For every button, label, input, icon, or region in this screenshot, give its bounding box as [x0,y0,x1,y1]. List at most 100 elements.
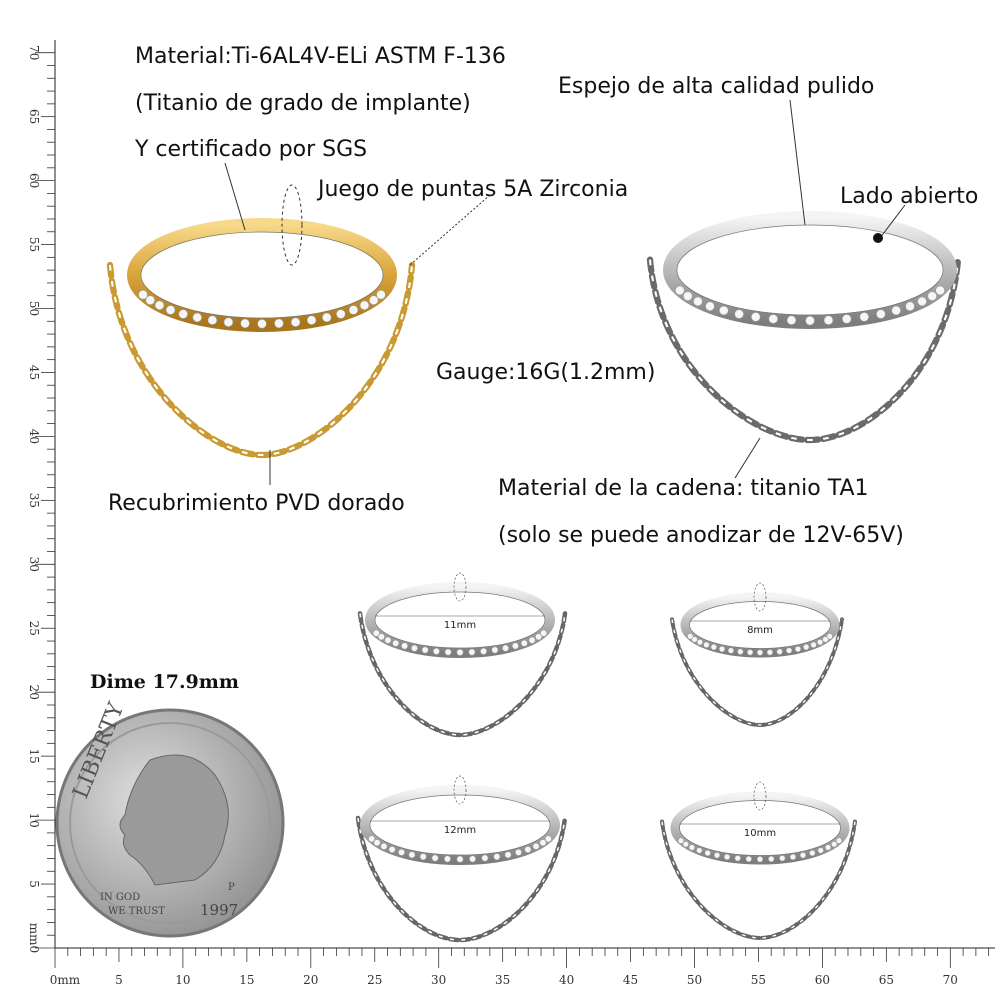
stone [785,647,793,654]
stone [480,647,488,655]
ruler-label: 65 [27,109,41,124]
stone [693,296,703,307]
stone [727,647,735,654]
ruler-label: 30 [431,973,446,987]
stone [826,633,833,640]
ruler-label: 40 [27,429,41,444]
label-coating: Recubrimiento PVD dorado [108,491,405,516]
ring-edge [689,601,831,649]
ruler-label: 45 [27,365,41,380]
ruler-label: mm0 [27,923,41,953]
ruler-label: 0mm [50,973,81,987]
stone [408,851,416,859]
ruler-label: 5 [27,880,41,888]
stone [687,633,694,640]
stone [456,648,464,656]
stone [368,295,379,306]
stone [410,644,418,652]
ruler-label: 70 [943,973,958,987]
stone [432,647,440,655]
stone [776,648,783,655]
stone [713,852,721,859]
chain-holes [648,259,960,442]
ruler-label: 70 [27,45,41,60]
stone [524,846,532,854]
stone [745,855,752,863]
stone [809,849,816,857]
stone [368,835,376,843]
stone [207,315,218,325]
stone [336,309,346,319]
stone [469,855,477,863]
ruler-label: 45 [623,973,638,987]
ruler-label: 25 [367,973,382,987]
ruler-label: 60 [815,973,830,987]
stone [905,301,915,312]
chain-holes [108,264,414,457]
ring-edge [369,794,551,856]
stone [734,855,741,862]
stone [145,295,156,306]
stone [675,285,685,296]
chain [646,256,962,444]
stone [810,641,817,649]
stone [750,312,761,322]
size-label: 12mm [444,825,476,836]
stone [398,848,406,856]
stone [419,853,427,861]
stone [511,642,519,650]
label-anodize: (solo se puede anodizar de 12V-65V) [498,523,904,548]
stone [481,854,489,862]
stone [718,645,726,653]
stone [719,305,729,316]
stone [380,842,388,850]
ruler-label: 50 [687,973,702,987]
label-certified: Y certificado por SGS [134,137,367,162]
stone [431,854,439,862]
ring [646,211,962,444]
coin-trust: WE TRUST [108,906,165,917]
stone [696,847,703,854]
chain [355,815,568,943]
stone [737,648,744,655]
stone [682,840,689,848]
ring-edge [676,224,944,316]
stone [768,855,775,863]
coin-god: IN GOD [100,892,140,903]
stone [306,315,317,325]
stone [794,645,802,653]
stone [927,291,937,301]
stone [240,318,250,329]
coin-mint: P [228,882,235,893]
ring: 11mm [357,572,568,738]
size-label: 11mm [444,620,476,631]
ruler-label: 55 [27,237,41,252]
stone [824,844,832,851]
ruler-label: 15 [27,749,41,764]
stone [321,312,332,323]
ring-edge [679,800,841,856]
stone [789,853,797,861]
label-tips: Juego de puntas 5A Zirconia [316,177,628,202]
open-mark [453,572,467,602]
open-mark [753,781,767,811]
stone [377,633,385,641]
ruler-label: 20 [303,973,318,987]
label-dime: Dime 17.9mm [90,671,239,693]
ruler-label: 40 [559,973,574,987]
stone [528,636,536,644]
label-chain-material: Material de la cadena: titanio TA1 [498,476,869,501]
ring: 10mm [659,781,858,941]
ruler-label: 20 [27,685,41,700]
open-mark [753,582,767,612]
stone [444,648,452,656]
stone [504,851,512,859]
ruler-label: 65 [879,973,894,987]
stone [935,285,945,296]
stone [779,855,786,862]
ruler-label: 25 [27,621,41,636]
label-titanium: (Titanio de grado de implante) [135,91,471,116]
ruler-label: 35 [27,493,41,508]
chain [106,261,416,459]
stone [372,629,380,637]
